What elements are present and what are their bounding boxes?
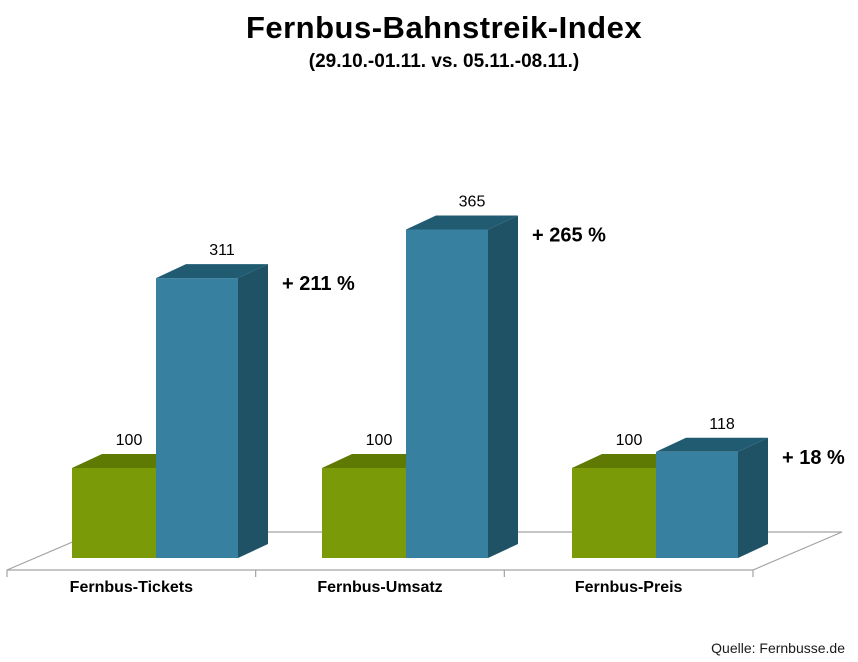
bar-strike-3-top: [656, 437, 768, 452]
bar-strike-3-side: [738, 437, 768, 558]
bar-strike-1-front: [156, 278, 238, 558]
value-label: 365: [459, 194, 486, 211]
category-label: Fernbus-Preis: [575, 579, 683, 596]
value-label: 100: [616, 432, 643, 449]
bar-strike-3-front: [656, 451, 738, 558]
bar-strike-2-front: [406, 229, 488, 558]
value-label: 100: [116, 432, 143, 449]
percent-label: + 18 %: [782, 447, 845, 469]
percent-label: + 211 %: [282, 273, 355, 295]
source-label: Quelle: Fernbusse.de: [711, 640, 845, 656]
percent-label: + 265 %: [532, 225, 606, 247]
value-label: 100: [366, 432, 393, 449]
chart-header: Fernbus-Bahnstreik-Index (29.10.-01.11. …: [15, 10, 858, 73]
bar-baseline-2-front: [322, 468, 406, 558]
bar-baseline-1-front: [72, 468, 156, 558]
chart-subtitle: (29.10.-01.11. vs. 05.11.-08.11.): [308, 51, 580, 72]
category-label: Fernbus-Umsatz: [317, 579, 442, 596]
bar-strike-1-top: [156, 264, 268, 279]
bar-strike-2-top: [406, 215, 518, 230]
value-label: 311: [209, 242, 235, 259]
bar-strike-1-side: [238, 264, 268, 558]
category-label: Fernbus-Tickets: [70, 579, 193, 596]
bar-strike-2-side: [488, 215, 518, 558]
value-label: 118: [709, 416, 735, 433]
chart-title: Fernbus-Bahnstreik-Index: [245, 10, 643, 45]
bar-baseline-3-front: [572, 468, 656, 558]
